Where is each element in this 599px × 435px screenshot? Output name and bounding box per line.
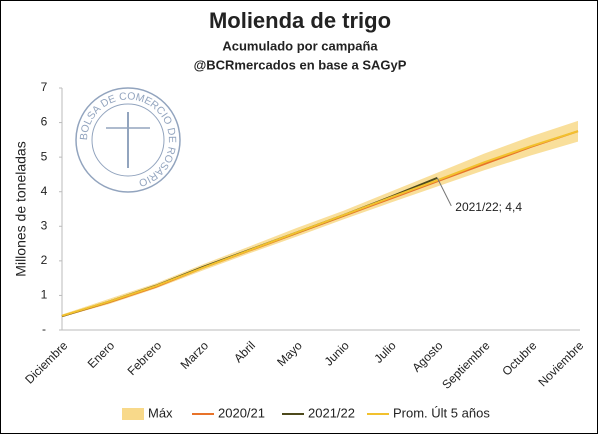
- y-tick-label: 5: [41, 149, 48, 163]
- legend-label: 2020/21: [218, 405, 265, 420]
- band-area: [62, 120, 578, 317]
- y-tick-label: 6: [41, 115, 48, 129]
- chart-subtitle: Acumulado por campaña: [222, 38, 378, 53]
- series-line: [61, 130, 579, 317]
- y-tick-label: -: [42, 322, 46, 336]
- legend-label: Máx: [148, 405, 173, 420]
- annotation: 2021/22; 4,4: [455, 200, 522, 214]
- legend-swatch: [122, 408, 144, 420]
- y-tick-label: 2: [41, 253, 48, 267]
- y-axis-label: Millones de toneladas: [13, 141, 29, 276]
- logo-ring: [91, 103, 165, 177]
- chart-title: Molienda de trigo: [209, 8, 391, 33]
- legend: Máx 2020/21 2021/22 Prom. Últ 5 años: [122, 405, 490, 420]
- y-tick-label: 4: [41, 184, 48, 198]
- annotation-leader: [436, 177, 452, 207]
- y-tick-label: 7: [41, 80, 48, 94]
- legend-label: Prom. Últ 5 años: [393, 405, 490, 420]
- logo: BOLSA DE COMERCIO DE ROSARIO: [75, 87, 181, 193]
- logo-ring: [75, 87, 181, 193]
- y-tick-label: 1: [41, 288, 48, 302]
- legend-label: 2021/22: [308, 405, 355, 420]
- y-tick-label: 3: [41, 218, 48, 232]
- chart-source: @BCRmercados en base a SAGyP: [194, 57, 407, 72]
